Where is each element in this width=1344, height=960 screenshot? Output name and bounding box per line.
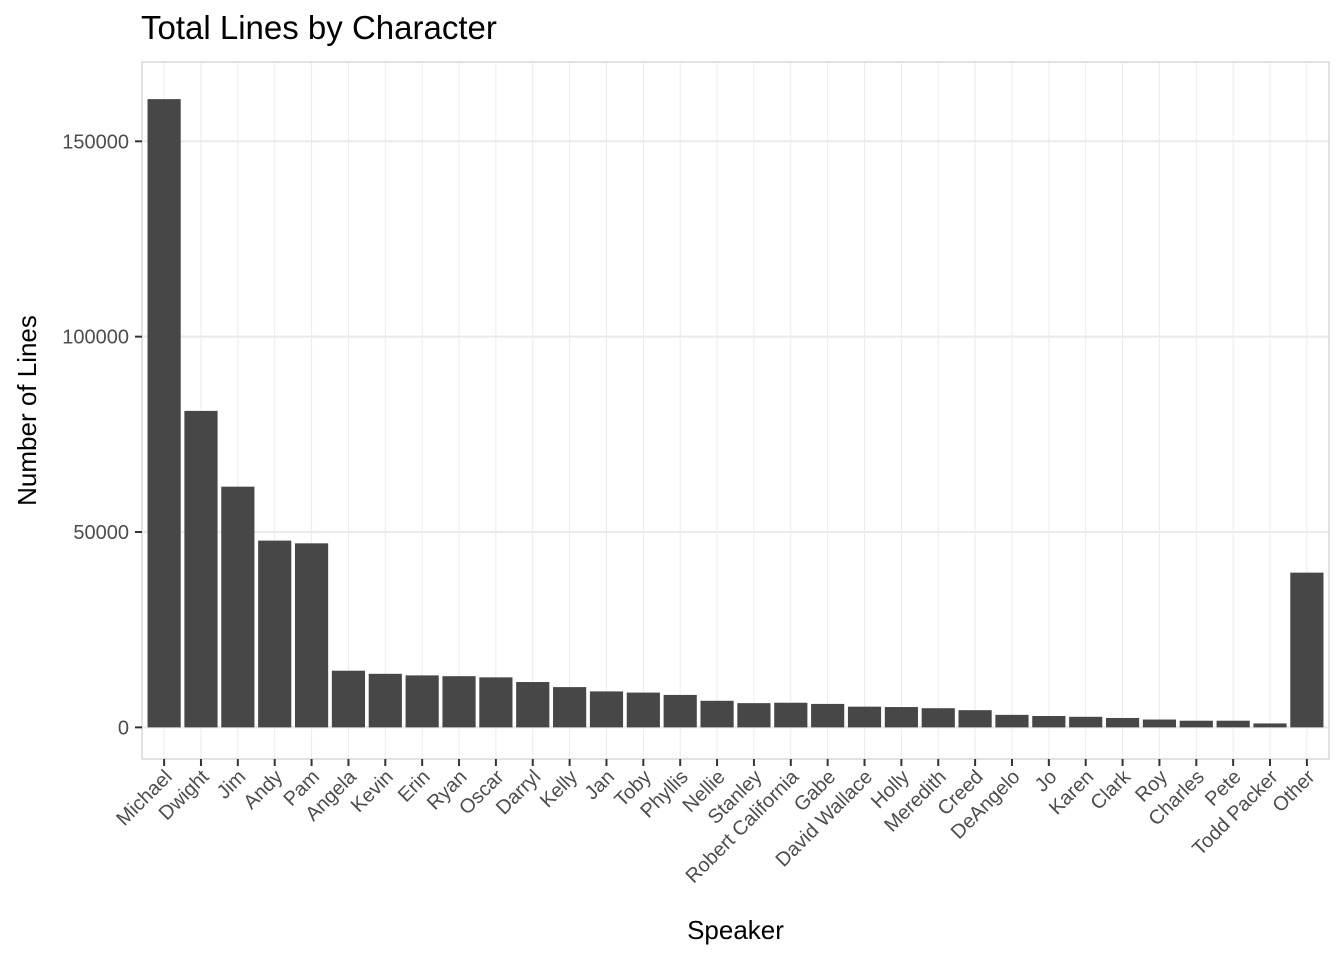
bar-6 [368, 673, 402, 728]
bar-29 [1216, 720, 1250, 728]
bar-11 [553, 687, 587, 728]
x-tick-label-6: Kevin [347, 766, 398, 817]
y-axis-title: Number of Lines [12, 315, 42, 506]
bar-20 [884, 707, 918, 728]
y-tick-label-1: 50000 [73, 522, 129, 544]
bar-13 [626, 692, 660, 728]
bar-8 [442, 676, 476, 728]
bar-1 [184, 410, 218, 728]
chart-title: Total Lines by Character [141, 9, 497, 46]
bar-4 [294, 543, 329, 728]
y-axis: 0 50000 100000 150000 [62, 131, 142, 739]
panel-border [141, 61, 1330, 760]
x-axis-title: Speaker [687, 915, 784, 945]
y-tick-label-2: 100000 [62, 327, 129, 349]
y-tick-label-0: 0 [118, 717, 129, 739]
bar-28 [1179, 720, 1213, 728]
bar-2 [221, 486, 255, 728]
bar-25 [1069, 716, 1103, 728]
bar-23 [995, 714, 1029, 728]
bar-12 [589, 691, 624, 728]
bar-31 [1290, 572, 1324, 728]
bar-30 [1253, 723, 1287, 728]
y-tick-label-3: 150000 [62, 131, 129, 153]
bar-26 [1105, 717, 1140, 728]
bar-24 [1032, 716, 1066, 728]
bar-5 [331, 670, 366, 728]
bar-9 [479, 677, 513, 728]
bar-10 [516, 682, 550, 728]
bars [147, 99, 1324, 728]
bar-3 [258, 540, 292, 728]
bar-21 [921, 708, 955, 728]
bar-0 [147, 99, 181, 728]
x-tick-label-3: Andy [239, 766, 287, 814]
bar-14 [663, 694, 697, 728]
x-tick-label-26: Clark [1087, 765, 1136, 814]
bar-18 [811, 703, 845, 728]
bar-17 [774, 702, 808, 728]
x-tick-label-11: Kelly [536, 766, 582, 812]
bar-22 [958, 710, 992, 728]
bar-19 [847, 706, 882, 728]
bar-27 [1142, 719, 1177, 728]
bar-16 [737, 703, 771, 728]
x-tick-label-31: Other [1268, 766, 1319, 817]
bar-15 [700, 700, 734, 728]
bar-7 [405, 675, 439, 728]
